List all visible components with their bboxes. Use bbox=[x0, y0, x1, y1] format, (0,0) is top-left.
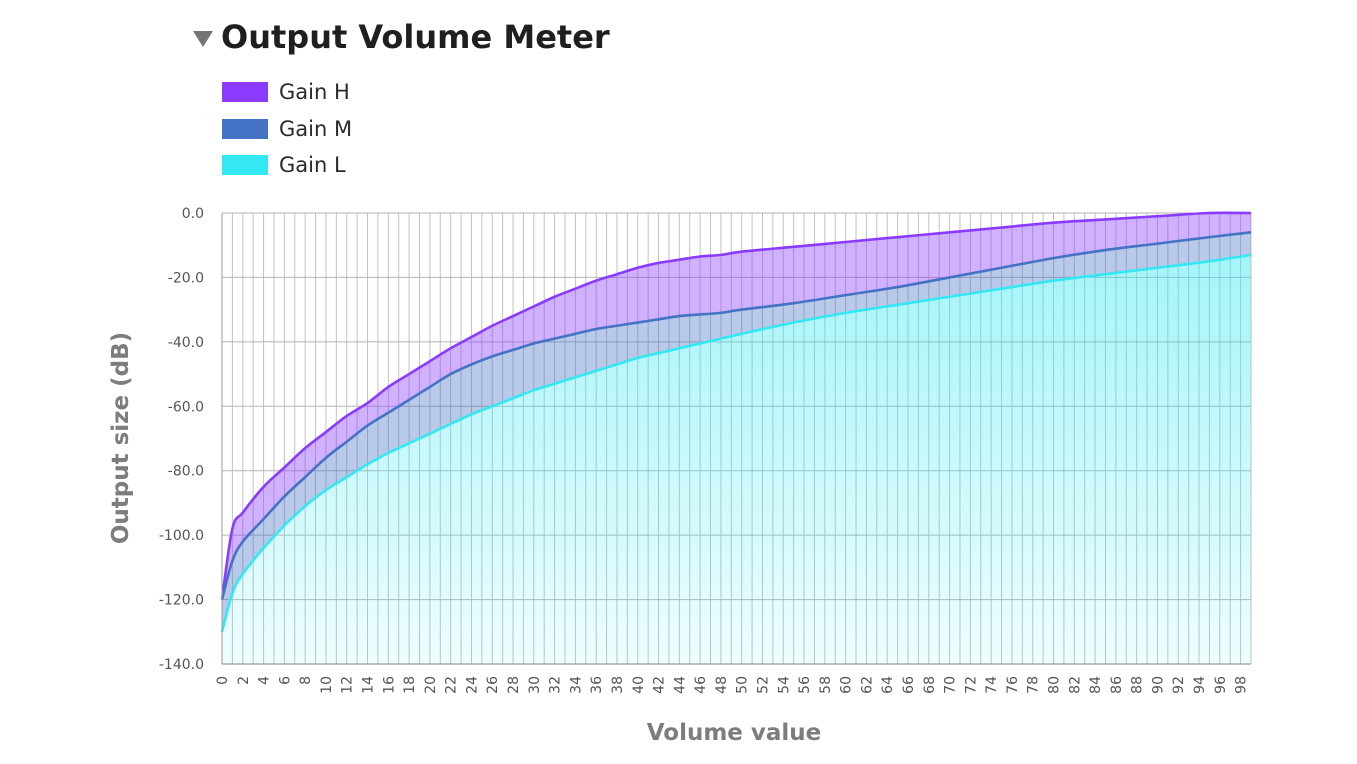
x-tick-label: 40 bbox=[631, 676, 647, 694]
area-gain-m bbox=[222, 232, 1251, 632]
legend-label: Gain M bbox=[279, 116, 353, 141]
x-tick-label: 66 bbox=[901, 676, 917, 694]
x-tick-label: 88 bbox=[1130, 676, 1146, 694]
x-tick-label: 98 bbox=[1234, 676, 1250, 694]
x-tick-label: 90 bbox=[1150, 676, 1166, 694]
series-areas bbox=[222, 212, 1251, 664]
series-lines bbox=[220, 211, 1252, 633]
x-tick-label: 82 bbox=[1067, 676, 1083, 694]
x-tick-label: 6 bbox=[277, 676, 293, 685]
x-tick-label: 84 bbox=[1088, 676, 1104, 694]
x-tick-label: 38 bbox=[610, 676, 626, 694]
y-tick-label: -120.0 bbox=[159, 593, 204, 609]
y-tick-label: 0.0 bbox=[182, 206, 204, 222]
y-tick-label: -100.0 bbox=[159, 528, 204, 544]
x-tick-label: 74 bbox=[984, 676, 1000, 694]
x-tick-label: 2 bbox=[236, 676, 252, 685]
x-tick-label: 60 bbox=[839, 676, 855, 694]
x-tick-label: 44 bbox=[672, 676, 688, 694]
legend-item-gain-m[interactable]: Gain M bbox=[222, 111, 352, 148]
x-axis-title: Volume value bbox=[647, 720, 822, 746]
x-tick-label: 8 bbox=[298, 676, 314, 685]
series-line-gain-h bbox=[220, 211, 1252, 600]
x-tick-label: 72 bbox=[963, 676, 979, 694]
x-tick-label: 26 bbox=[485, 676, 501, 694]
page-title: Output Volume Meter bbox=[221, 18, 610, 56]
x-tick-label: 76 bbox=[1005, 676, 1021, 694]
x-tick-label: 80 bbox=[1047, 676, 1063, 694]
x-tick-label: 24 bbox=[464, 676, 480, 694]
x-tick-label: 52 bbox=[755, 676, 771, 694]
legend-swatch-gain-m bbox=[222, 118, 268, 139]
x-tick-label: 56 bbox=[797, 676, 813, 694]
area-gain-l bbox=[222, 254, 1251, 664]
legend-label: Gain H bbox=[279, 80, 350, 105]
legend-item-gain-l[interactable]: Gain L bbox=[222, 147, 352, 184]
series-line-gain-l bbox=[220, 253, 1252, 633]
chart-header: Output Volume Meter bbox=[193, 18, 610, 56]
axes: 0.0 -20.0 -40.0 -60.0 -80.0 -100.0 -120.0 -140.… bbox=[159, 206, 1251, 694]
x-tick-label: 92 bbox=[1171, 676, 1187, 694]
x-tick-label: 22 bbox=[444, 676, 460, 694]
x-tick-label: 54 bbox=[776, 676, 792, 694]
area-gain-h bbox=[222, 212, 1251, 600]
x-tick-label: 62 bbox=[859, 676, 875, 694]
legend-item-gain-h[interactable]: Gain H bbox=[222, 74, 352, 111]
x-tick-label: 86 bbox=[1109, 676, 1125, 694]
y-tick-label: -60.0 bbox=[168, 399, 204, 415]
x-tick-label: 32 bbox=[548, 676, 564, 694]
x-tick-label: 28 bbox=[506, 676, 522, 694]
series-line-gain-m bbox=[220, 231, 1252, 600]
y-tick-label: -20.0 bbox=[168, 270, 204, 286]
x-tick-label: 0 bbox=[215, 676, 231, 685]
x-tick-label: 48 bbox=[714, 676, 730, 694]
x-tick-label: 18 bbox=[402, 676, 418, 694]
x-tick-label: 20 bbox=[423, 676, 439, 694]
legend-swatch-gain-l bbox=[222, 155, 268, 176]
x-tick-label: 42 bbox=[652, 676, 668, 694]
legend-swatch-gain-h bbox=[222, 82, 268, 103]
y-axis-title: Output size (dB) bbox=[108, 332, 134, 544]
x-tick-label: 14 bbox=[361, 676, 377, 694]
x-tick-label: 36 bbox=[589, 676, 605, 694]
x-tick-label: 64 bbox=[880, 676, 896, 694]
legend-label: Gain L bbox=[279, 153, 346, 178]
legend: Gain H Gain M Gain L bbox=[222, 74, 352, 184]
x-tick-label: 94 bbox=[1192, 676, 1208, 694]
x-tick-label: 34 bbox=[568, 676, 584, 694]
y-tick-label: -140.0 bbox=[159, 657, 204, 673]
x-tick-label: 4 bbox=[257, 676, 273, 685]
x-tick-label: 68 bbox=[922, 676, 938, 694]
y-tick-label: -40.0 bbox=[168, 335, 204, 351]
y-tick-label: -80.0 bbox=[168, 464, 204, 480]
x-tick-label: 46 bbox=[693, 676, 709, 694]
x-tick-label: 30 bbox=[527, 676, 543, 694]
x-tick-label: 70 bbox=[943, 676, 959, 694]
x-tick-label: 50 bbox=[735, 676, 751, 694]
x-tick-label: 10 bbox=[319, 676, 335, 694]
triangle-down-icon[interactable] bbox=[193, 30, 213, 47]
x-tick-label: 96 bbox=[1213, 676, 1229, 694]
x-tick-label: 58 bbox=[818, 676, 834, 694]
x-tick-label: 12 bbox=[340, 676, 356, 694]
x-tick-label: 16 bbox=[381, 676, 397, 694]
x-tick-label: 78 bbox=[1026, 676, 1042, 694]
